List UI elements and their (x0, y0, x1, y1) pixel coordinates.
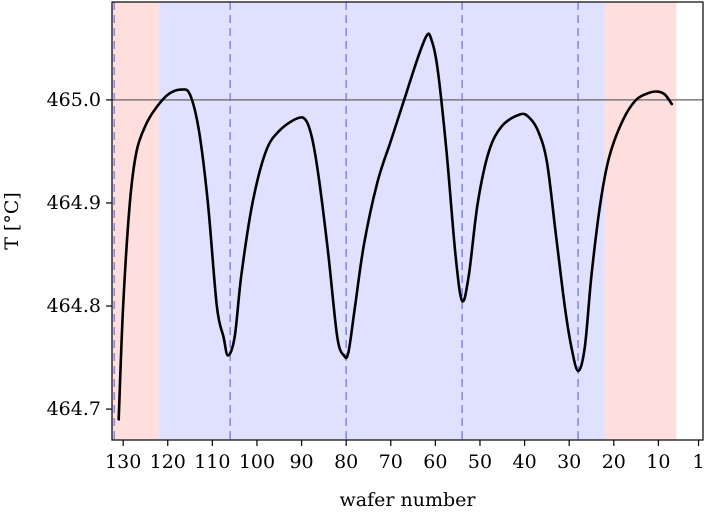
x-tick-label-100: 100 (239, 451, 275, 473)
x-axis-ticks: 130 120 110 100 90 80 70 60 50 40 30 20 10 1 (105, 440, 704, 473)
y-tick-label-464.9: 464.9 (47, 192, 101, 214)
x-tick-label-10: 10 (646, 451, 670, 473)
x-tick-label-40: 40 (512, 451, 536, 473)
x-axis-title: wafer number (340, 489, 477, 511)
x-tick-label-70: 70 (379, 451, 403, 473)
x-tick-label-60: 60 (423, 451, 447, 473)
vertical-markers (113, 2, 579, 440)
y-tick-label-464.8: 464.8 (47, 295, 101, 317)
y-tick-label-464.7: 464.7 (47, 398, 101, 420)
y-tick-label-465.0: 465.0 (47, 89, 101, 111)
x-tick-label-80: 80 (334, 451, 358, 473)
shaded-region-2 (604, 2, 677, 440)
x-tick-label-90: 90 (289, 451, 313, 473)
x-tick-label-130: 130 (105, 451, 141, 473)
x-tick-label-20: 20 (602, 451, 626, 473)
x-tick-label-120: 120 (150, 451, 186, 473)
x-tick-label-110: 110 (194, 451, 230, 473)
shaded-region-1 (158, 2, 605, 440)
y-axis-title: T [°C] (1, 192, 23, 250)
x-tick-label-30: 30 (557, 451, 581, 473)
y-axis-ticks: 464.7 464.8 464.9 465.0 (47, 89, 112, 420)
x-tick-label-50: 50 (468, 451, 492, 473)
x-tick-label-1: 1 (692, 451, 704, 473)
series-line (117, 32, 674, 421)
shaded-regions (112, 2, 677, 440)
plot-frame (111, 1, 704, 441)
